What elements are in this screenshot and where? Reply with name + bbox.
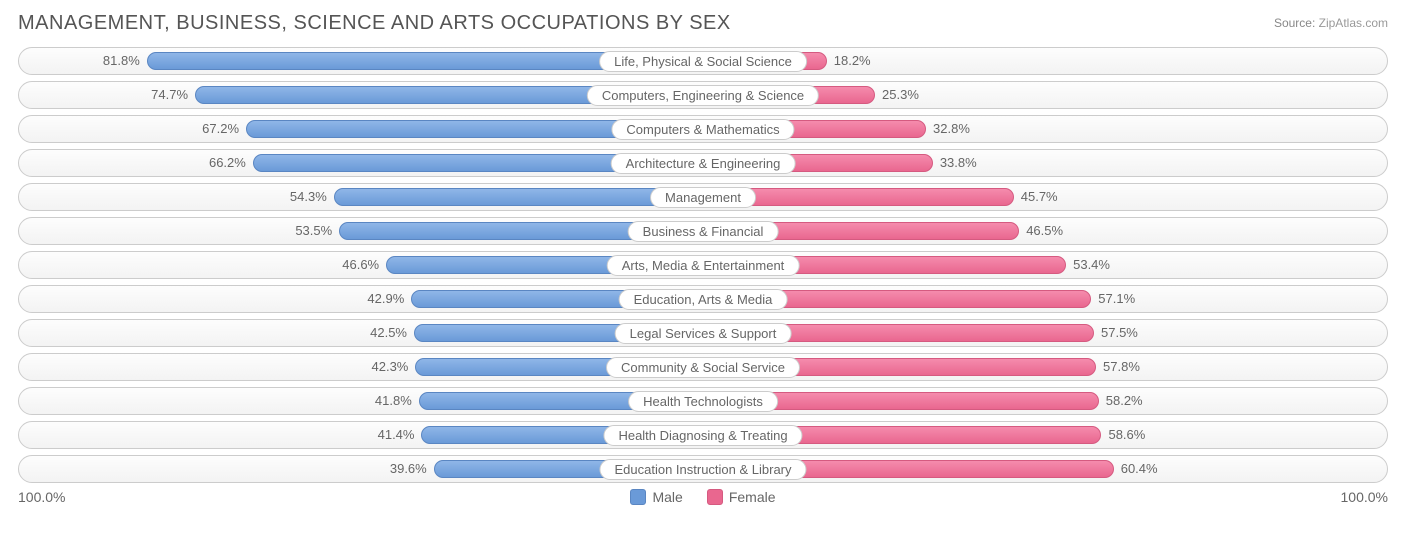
male-pct-label: 42.5% bbox=[370, 325, 415, 340]
male-half: 42.3% bbox=[23, 357, 703, 377]
male-half: 54.3% bbox=[23, 187, 703, 207]
chart-row: 41.8% 58.2% Health Technologists bbox=[18, 387, 1388, 415]
chart-row: 42.3% 57.8% Community & Social Service bbox=[18, 353, 1388, 381]
chart-row: 66.2% 33.8% Architecture & Engineering bbox=[18, 149, 1388, 177]
male-half: 41.8% bbox=[23, 391, 703, 411]
female-half: 58.6% bbox=[703, 425, 1383, 445]
axis-right-label: 100.0% bbox=[1341, 489, 1388, 505]
category-label: Education Instruction & Library bbox=[599, 459, 806, 480]
legend-male: Male bbox=[630, 489, 682, 505]
chart-row: 42.5% 57.5% Legal Services & Support bbox=[18, 319, 1388, 347]
chart-row: 53.5% 46.5% Business & Financial bbox=[18, 217, 1388, 245]
female-half: 57.1% bbox=[703, 289, 1383, 309]
male-pct-label: 54.3% bbox=[290, 189, 335, 204]
female-half: 33.8% bbox=[703, 153, 1383, 173]
category-label: Arts, Media & Entertainment bbox=[607, 255, 800, 276]
chart-row: 74.7% 25.3% Computers, Engineering & Scien… bbox=[18, 81, 1388, 109]
male-pct-label: 46.6% bbox=[342, 257, 387, 272]
male-pct-label: 66.2% bbox=[209, 155, 254, 170]
female-half: 57.8% bbox=[703, 357, 1383, 377]
source-value: ZipAtlas.com bbox=[1319, 16, 1388, 30]
female-swatch-icon bbox=[707, 489, 723, 505]
female-pct-label: 60.4% bbox=[1113, 461, 1158, 476]
chart-row: 81.8% 18.2% Life, Physical & Social Scienc… bbox=[18, 47, 1388, 75]
male-half: 66.2% bbox=[23, 153, 703, 173]
male-pct-label: 67.2% bbox=[202, 121, 247, 136]
male-half: 67.2% bbox=[23, 119, 703, 139]
category-label: Health Diagnosing & Treating bbox=[603, 425, 802, 446]
female-pct-label: 57.8% bbox=[1095, 359, 1140, 374]
male-bar: 54.3% bbox=[334, 188, 703, 206]
chart-row: 67.2% 32.8% Computers & Mathematics bbox=[18, 115, 1388, 143]
axis-left-label: 100.0% bbox=[18, 489, 65, 505]
chart-row: 41.4% 58.6% Health Diagnosing & Treating bbox=[18, 421, 1388, 449]
female-half: 53.4% bbox=[703, 255, 1383, 275]
female-half: 46.5% bbox=[703, 221, 1383, 241]
category-label: Management bbox=[650, 187, 756, 208]
category-label: Life, Physical & Social Science bbox=[599, 51, 807, 72]
female-pct-label: 58.2% bbox=[1098, 393, 1143, 408]
chart-source: Source: ZipAtlas.com bbox=[1274, 16, 1388, 30]
male-half: 42.9% bbox=[23, 289, 703, 309]
category-label: Computers & Mathematics bbox=[611, 119, 794, 140]
chart-axis: 100.0% Male Female 100.0% bbox=[18, 489, 1388, 505]
female-half: 57.5% bbox=[703, 323, 1383, 343]
legend-female-label: Female bbox=[729, 489, 776, 505]
male-swatch-icon bbox=[630, 489, 646, 505]
category-label: Community & Social Service bbox=[606, 357, 800, 378]
female-pct-label: 33.8% bbox=[932, 155, 977, 170]
female-half: 45.7% bbox=[703, 187, 1383, 207]
chart-body: 81.8% 18.2% Life, Physical & Social Scienc… bbox=[18, 47, 1388, 483]
category-label: Health Technologists bbox=[628, 391, 778, 412]
female-pct-label: 58.6% bbox=[1100, 427, 1145, 442]
male-half: 42.5% bbox=[23, 323, 703, 343]
male-pct-label: 41.8% bbox=[375, 393, 420, 408]
male-pct-label: 81.8% bbox=[103, 53, 148, 68]
legend-female: Female bbox=[707, 489, 776, 505]
chart-title: MANAGEMENT, BUSINESS, SCIENCE AND ARTS O… bbox=[18, 12, 731, 35]
female-half: 58.2% bbox=[703, 391, 1383, 411]
male-half: 46.6% bbox=[23, 255, 703, 275]
category-label: Legal Services & Support bbox=[615, 323, 792, 344]
male-pct-label: 74.7% bbox=[151, 87, 196, 102]
source-label: Source: bbox=[1274, 16, 1315, 30]
female-pct-label: 46.5% bbox=[1018, 223, 1063, 238]
male-half: 41.4% bbox=[23, 425, 703, 445]
female-pct-label: 25.3% bbox=[874, 87, 919, 102]
category-label: Computers, Engineering & Science bbox=[587, 85, 819, 106]
female-pct-label: 57.1% bbox=[1090, 291, 1135, 306]
legend-male-label: Male bbox=[652, 489, 682, 505]
female-pct-label: 18.2% bbox=[826, 53, 871, 68]
male-pct-label: 42.3% bbox=[372, 359, 417, 374]
chart-legend: Male Female bbox=[630, 489, 775, 505]
female-pct-label: 45.7% bbox=[1013, 189, 1058, 204]
male-pct-label: 53.5% bbox=[295, 223, 340, 238]
chart-row: 42.9% 57.1% Education, Arts & Media bbox=[18, 285, 1388, 313]
female-pct-label: 57.5% bbox=[1093, 325, 1138, 340]
category-label: Architecture & Engineering bbox=[611, 153, 796, 174]
female-half: 32.8% bbox=[703, 119, 1383, 139]
male-pct-label: 42.9% bbox=[367, 291, 412, 306]
chart-row: 46.6% 53.4% Arts, Media & Entertainment bbox=[18, 251, 1388, 279]
male-half: 53.5% bbox=[23, 221, 703, 241]
female-pct-label: 32.8% bbox=[925, 121, 970, 136]
female-pct-label: 53.4% bbox=[1065, 257, 1110, 272]
category-label: Education, Arts & Media bbox=[619, 289, 788, 310]
category-label: Business & Financial bbox=[628, 221, 779, 242]
chart-header: MANAGEMENT, BUSINESS, SCIENCE AND ARTS O… bbox=[18, 12, 1388, 35]
male-pct-label: 41.4% bbox=[378, 427, 423, 442]
chart-row: 39.6% 60.4% Education Instruction & Librar… bbox=[18, 455, 1388, 483]
male-pct-label: 39.6% bbox=[390, 461, 435, 476]
chart-row: 54.3% 45.7% Management bbox=[18, 183, 1388, 211]
